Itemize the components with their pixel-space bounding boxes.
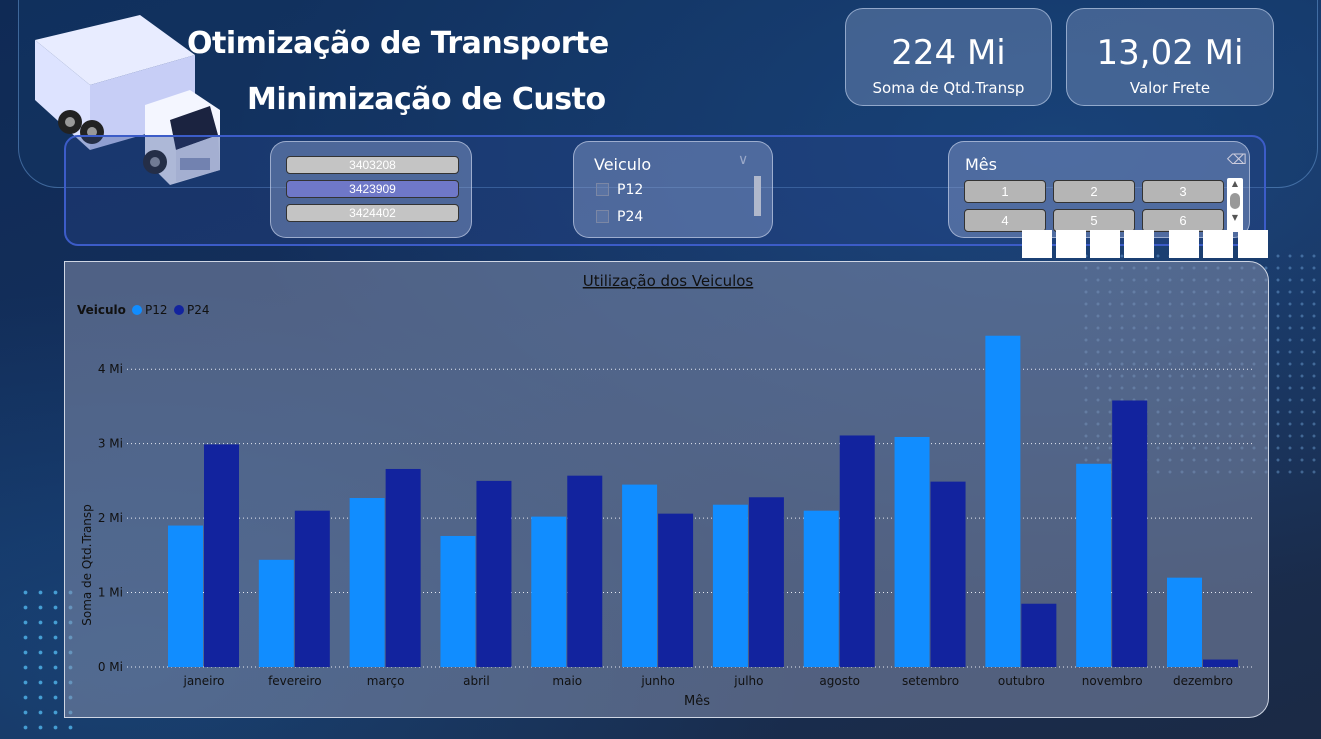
- scrollbar[interactable]: ▲ ▼: [1227, 178, 1243, 232]
- bar-p24-outubro[interactable]: [1021, 603, 1057, 667]
- y-tick-label: 0 Mi: [98, 660, 123, 674]
- scrollbar[interactable]: [754, 176, 761, 216]
- y-tick-label: 1 Mi: [98, 586, 123, 600]
- id-slicer-item[interactable]: 3424402: [286, 204, 459, 222]
- mes-button[interactable]: 6: [1142, 209, 1224, 232]
- checkbox-icon[interactable]: [596, 210, 609, 223]
- arrow-up-icon[interactable]: ▲: [1231, 179, 1239, 188]
- bar-p12-janeiro[interactable]: [168, 525, 203, 667]
- placeholder-box: [1169, 230, 1199, 258]
- chevron-down-icon[interactable]: ∨: [738, 152, 749, 168]
- option-label: P24: [617, 209, 644, 225]
- bar-p24-julho[interactable]: [748, 497, 784, 667]
- legend-title: Veiculo: [77, 303, 126, 317]
- x-tick-label: agosto: [819, 674, 860, 688]
- bar-p24-abril[interactable]: [476, 480, 512, 667]
- x-tick-label: junho: [640, 674, 675, 688]
- y-tick-label: 3 Mi: [98, 437, 123, 451]
- kpi-value: 224 Mi: [891, 33, 1006, 73]
- chart-panel: Utilização dos Veiculos Veiculo P12 P24 …: [64, 261, 1269, 718]
- arrow-down-icon[interactable]: ▼: [1231, 213, 1239, 222]
- mes-slicer: Mês ⌫ 1 2 3 4 5 6 ▲ ▼: [948, 141, 1250, 238]
- legend-label-p12: P12: [145, 303, 168, 317]
- legend-label-p24: P24: [187, 303, 210, 317]
- kpi-card-qtd-transp: 224 Mi Soma de Qtd.Transp: [845, 8, 1052, 106]
- checkbox-icon[interactable]: [596, 183, 609, 196]
- kpi-value: 13,02 Mi: [1096, 33, 1244, 73]
- id-slicer-item-selected[interactable]: 3423909: [286, 180, 459, 198]
- legend-marker-p12: [132, 305, 142, 315]
- id-slicer: 3403208 3423909 3424402: [270, 141, 472, 238]
- x-tick-label: setembro: [902, 674, 959, 688]
- scroll-thumb[interactable]: [1230, 193, 1240, 209]
- y-tick-label: 2 Mi: [98, 511, 123, 525]
- bar-p12-maio[interactable]: [531, 516, 567, 667]
- bar-p24-junho[interactable]: [658, 513, 694, 667]
- bar-p24-dezembro[interactable]: [1203, 659, 1238, 667]
- veiculo-option-p24[interactable]: P24: [596, 209, 643, 225]
- y-axis-label: Soma de Qtd.Transp: [80, 504, 94, 626]
- x-tick-label: novembro: [1082, 674, 1143, 688]
- bar-p12-março[interactable]: [349, 498, 385, 667]
- bar-p12-dezembro[interactable]: [1167, 577, 1202, 667]
- page-subtitle: Minimização de Custo: [247, 82, 606, 117]
- veiculo-slicer-title: Veiculo: [594, 155, 652, 174]
- x-axis-label: Mês: [684, 694, 710, 709]
- placeholder-box: [1124, 230, 1154, 258]
- truck-icon: [35, 15, 220, 185]
- bar-p24-agosto[interactable]: [839, 435, 875, 667]
- bar-p24-novembro[interactable]: [1112, 400, 1148, 667]
- bar-p12-julho[interactable]: [712, 504, 748, 667]
- x-tick-label: março: [367, 674, 405, 688]
- kpi-label: Soma de Qtd.Transp: [872, 79, 1025, 97]
- mes-slicer-title: Mês: [965, 155, 997, 174]
- chart-title: Utilização dos Veiculos: [583, 272, 754, 290]
- bar-p12-setembro[interactable]: [894, 436, 930, 667]
- mes-button[interactable]: 3: [1142, 180, 1224, 203]
- veiculo-slicer: Veiculo ∨ P12 P24: [573, 141, 773, 238]
- bar-p12-abril[interactable]: [440, 535, 476, 667]
- kpi-card-valor-frete: 13,02 Mi Valor Frete: [1066, 8, 1274, 106]
- placeholder-box: [1022, 230, 1052, 258]
- eraser-icon[interactable]: ⌫: [1227, 152, 1247, 168]
- bar-chart: Utilização dos Veiculos Veiculo P12 P24 …: [77, 272, 1255, 709]
- header-panel: [18, 0, 1318, 188]
- mes-button[interactable]: 1: [964, 180, 1046, 203]
- kpi-label: Valor Frete: [1129, 79, 1211, 97]
- x-tick-label: outubro: [998, 674, 1045, 688]
- bar-p12-agosto[interactable]: [803, 510, 839, 667]
- x-tick-label: dezembro: [1173, 674, 1233, 688]
- page-title: Otimização de Transporte: [187, 26, 609, 61]
- x-tick-label: fevereiro: [268, 674, 322, 688]
- bar-p24-fevereiro[interactable]: [294, 510, 330, 667]
- bar-p12-junho[interactable]: [622, 484, 658, 667]
- bar-p24-janeiro[interactable]: [204, 444, 239, 667]
- placeholder-box: [1203, 230, 1233, 258]
- veiculo-option-p12[interactable]: P12: [596, 182, 643, 198]
- x-tick-label: janeiro: [182, 674, 224, 688]
- x-tick-label: julho: [733, 674, 763, 688]
- y-tick-label: 4 Mi: [98, 362, 123, 376]
- bar-p24-maio[interactable]: [567, 475, 603, 667]
- legend-marker-p24: [174, 305, 184, 315]
- x-tick-label: maio: [552, 674, 582, 688]
- bar-p12-outubro[interactable]: [985, 335, 1021, 667]
- option-label: P12: [617, 182, 644, 198]
- mes-button[interactable]: 5: [1053, 209, 1135, 232]
- bar-p12-novembro[interactable]: [1076, 463, 1112, 667]
- bar-p24-março[interactable]: [385, 468, 421, 667]
- id-slicer-item[interactable]: 3403208: [286, 156, 459, 174]
- bar-p24-setembro[interactable]: [930, 481, 966, 667]
- placeholder-box: [1090, 230, 1120, 258]
- placeholder-box: [1238, 230, 1268, 258]
- x-tick-label: abril: [463, 674, 490, 688]
- mes-button[interactable]: 2: [1053, 180, 1135, 203]
- bar-p12-fevereiro[interactable]: [258, 559, 294, 667]
- mes-button[interactable]: 4: [964, 209, 1046, 232]
- placeholder-box: [1056, 230, 1086, 258]
